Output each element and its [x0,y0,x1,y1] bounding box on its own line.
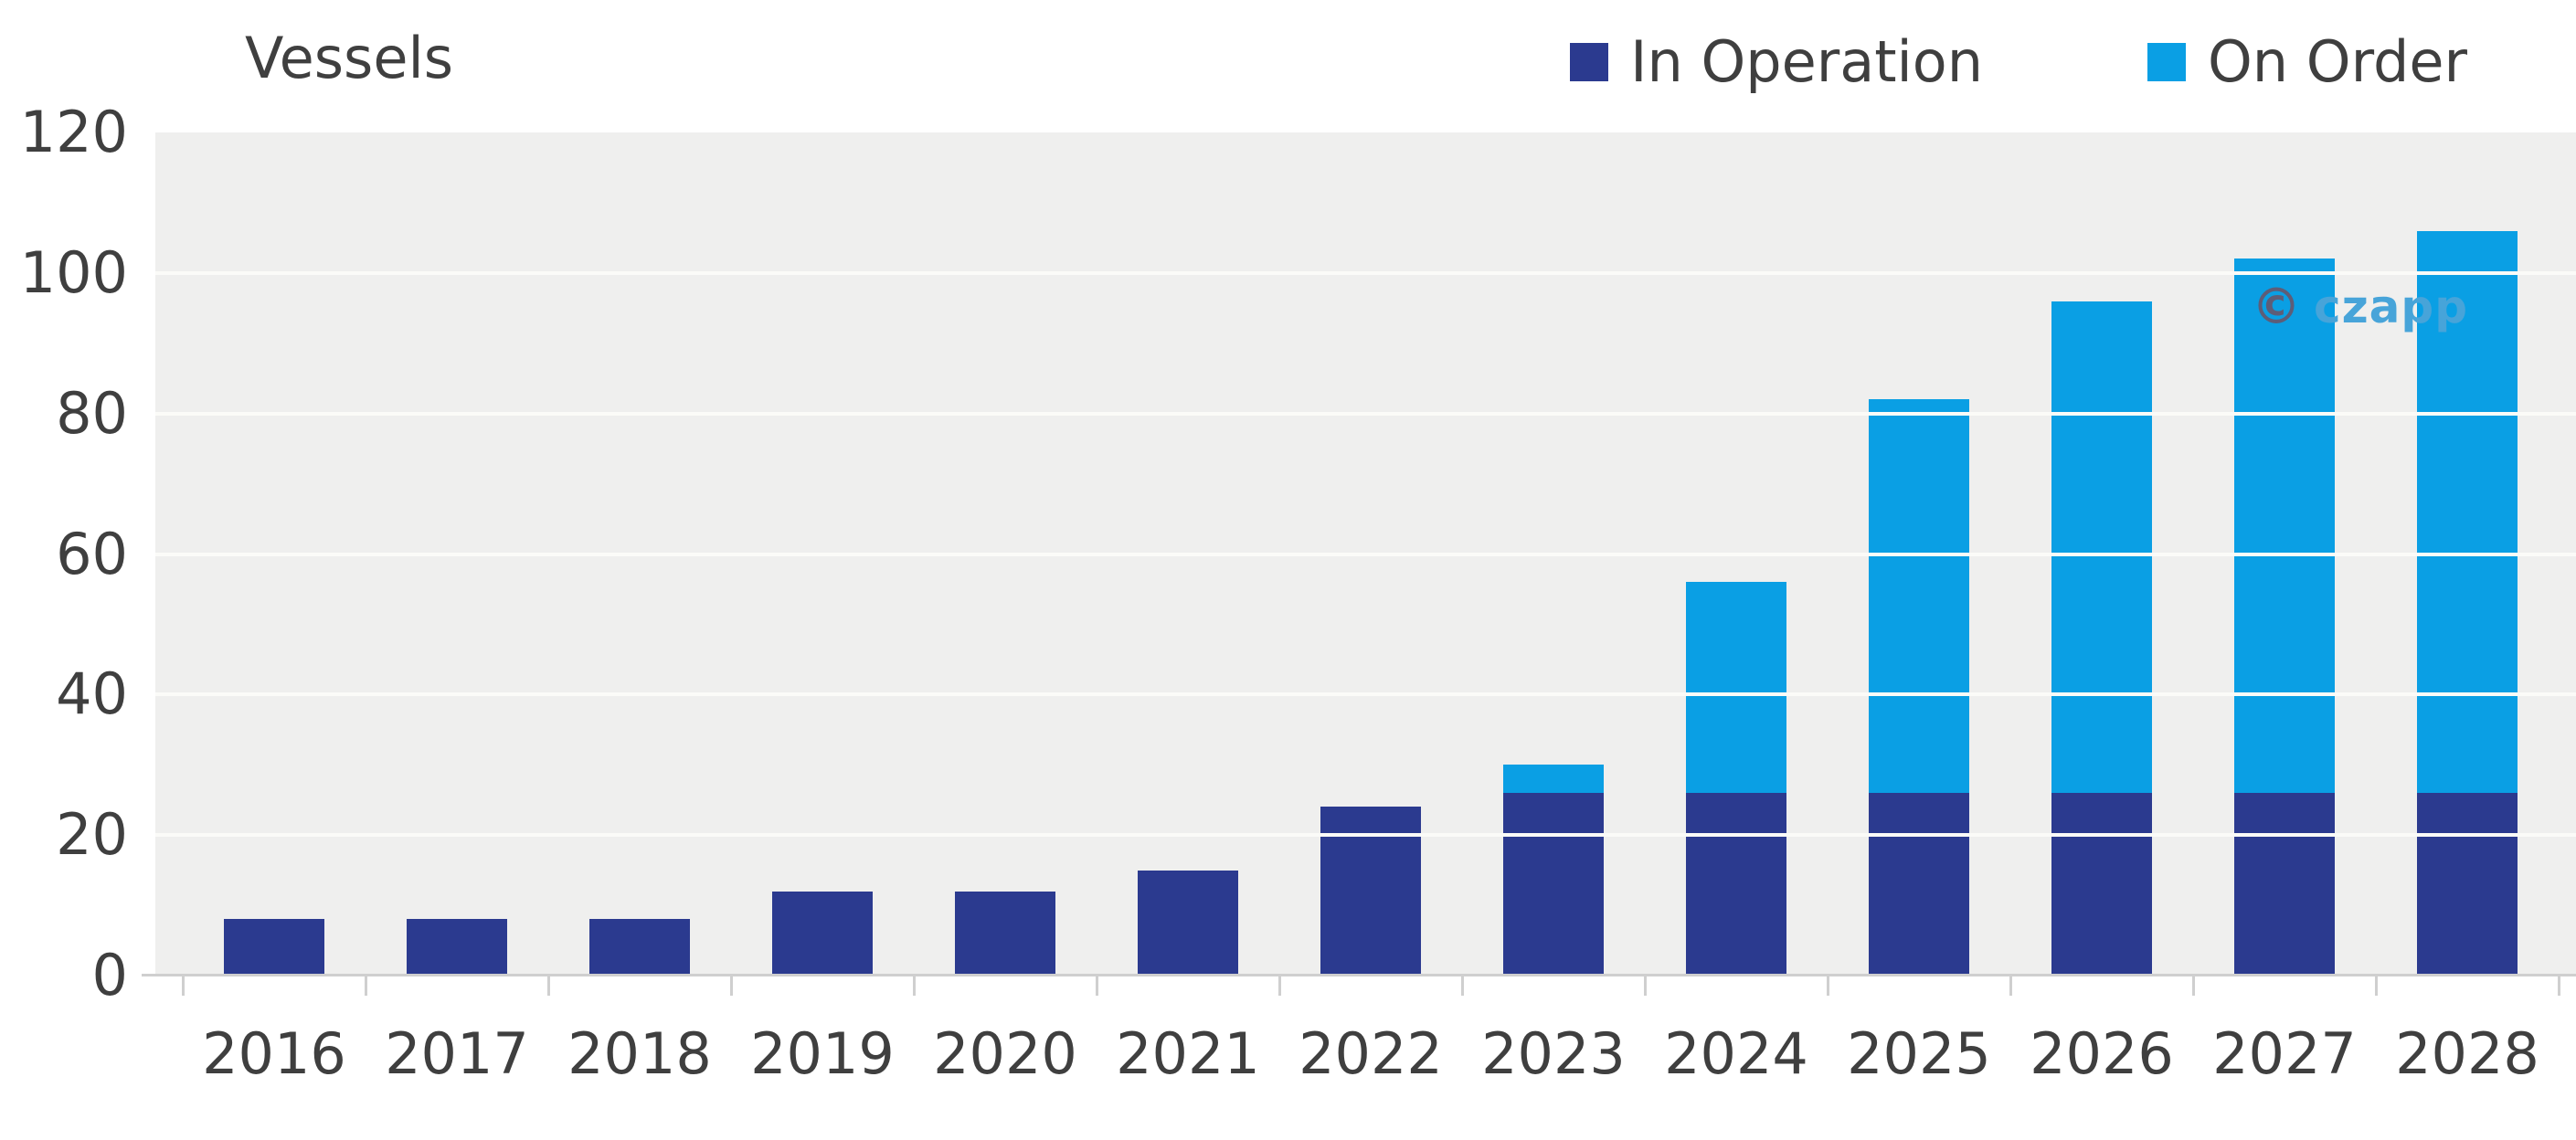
bar-segment-in-operation-2017 [407,919,507,976]
legend-swatch-on-order-icon [2147,43,2186,81]
bar-segment-in-operation-2027 [2234,793,2335,976]
bar-segment-in-operation-2026 [2051,793,2152,976]
stacked-bar-2021 [1138,132,1238,976]
x-tick-label: 2026 [2030,1020,2174,1087]
chart-title: Vessels [245,25,454,91]
bar-cell [548,132,731,976]
stacked-bar-2027 [2234,132,2335,976]
stacked-bar-2023 [1503,132,1604,976]
axis-tick [2557,976,2560,996]
axis-tick [181,976,185,996]
bar-cell [1462,132,1645,976]
x-tick-label: 2028 [2395,1020,2539,1087]
x-tick-label: 2020 [933,1020,1077,1087]
legend-label-on-order: On Order [2208,28,2467,95]
y-tick-label: 100 [19,238,128,306]
stacked-bar-2020 [955,132,1055,976]
legend-item-on-order[interactable]: On Order [2147,31,2467,93]
bar-segment-on-order-2023 [1503,765,1604,794]
x-tick-label: 2017 [385,1020,529,1087]
stacked-bar-2025 [1869,132,1969,976]
bar-segment-on-order-2028 [2417,230,2518,794]
bar-cell [731,132,914,976]
stacked-bar-2018 [589,132,690,976]
y-tick-label: 0 [91,942,128,1008]
y-axis: 0 20 40 60 80 100 120 [0,104,128,1004]
bar-segment-in-operation-2020 [955,891,1055,976]
bar-cell [2193,132,2376,976]
bar-cell [914,132,1097,976]
stacked-bar-2026 [2051,132,2152,976]
y-tick-label: 60 [56,520,128,587]
stacked-bar-2019 [772,132,873,976]
gridline [155,692,2576,697]
y-tick-label: 20 [56,801,128,869]
legend-swatch-in-operation-icon [1570,43,1609,81]
axis-tick [729,976,733,996]
bar-cell [1097,132,1279,976]
axis-tick [364,976,367,996]
axis-tick [912,976,916,996]
x-tick-label: 2027 [2212,1020,2357,1087]
bar-cell [366,132,548,976]
y-tick-label: 40 [56,660,128,728]
bar-segment-on-order-2027 [2234,259,2335,794]
stacked-bar-2024 [1686,132,1786,976]
watermark-brand: czapp [2313,280,2468,333]
bar-cell [183,132,366,976]
bar-segment-in-operation-2019 [772,891,873,976]
stacked-bar-2017 [407,132,507,976]
bar-segment-in-operation-2016 [224,919,324,976]
axis-tick [1095,976,1098,996]
bar-cell [1645,132,1828,976]
chart-legend: In Operation On Order [1570,31,2467,93]
x-tick-label: 2018 [567,1020,712,1087]
bar-segment-in-operation-2025 [1869,793,1969,976]
axis-tick [1277,976,1281,996]
bar-cell [1828,132,2010,976]
copyright-icon: © [2251,278,2301,335]
x-tick-label: 2022 [1299,1020,1443,1087]
bars-layer [183,132,2559,976]
x-tick-label: 2024 [1664,1020,1808,1087]
x-tick-label: 2019 [750,1020,895,1087]
x-tick-label: 2016 [202,1020,346,1087]
bar-segment-on-order-2024 [1686,582,1786,794]
axis-tick [1643,976,1647,996]
watermark: © czapp [2252,282,2468,332]
bar-segment-in-operation-2028 [2417,793,2518,976]
x-tick-label: 2023 [1481,1020,1626,1087]
bar-segment-in-operation-2021 [1138,870,1238,976]
gridline [155,270,2576,275]
x-tick-label: 2025 [1847,1020,1991,1087]
axis-tick [1460,976,1464,996]
stacked-bar-2028 [2417,132,2518,976]
bar-segment-in-operation-2024 [1686,793,1786,976]
gridline [155,833,2576,838]
bar-cell [2010,132,2193,976]
gridline [155,411,2576,416]
legend-item-in-operation[interactable]: In Operation [1570,31,1983,93]
axis-tick [2191,976,2195,996]
plot-area: © czapp [155,132,2576,976]
axis-tick [546,976,550,996]
y-tick-label: 120 [19,99,128,165]
axis-tick [2009,976,2012,996]
bar-segment-in-operation-2022 [1320,807,1421,976]
bar-segment-in-operation-2023 [1503,793,1604,976]
axis-tick [1826,976,1829,996]
x-tick-label: 2021 [1116,1020,1260,1087]
axis-tick [2374,976,2378,996]
y-tick-label: 80 [56,379,128,447]
gridline [155,552,2576,556]
stacked-bar-2016 [224,132,324,976]
x-axis-line [142,974,2576,976]
legend-label-in-operation: In Operation [1630,28,1983,95]
bar-segment-in-operation-2018 [589,919,690,976]
bar-cell [2376,132,2559,976]
bar-segment-on-order-2025 [1869,399,1969,794]
bar-segment-on-order-2026 [2051,301,2152,794]
